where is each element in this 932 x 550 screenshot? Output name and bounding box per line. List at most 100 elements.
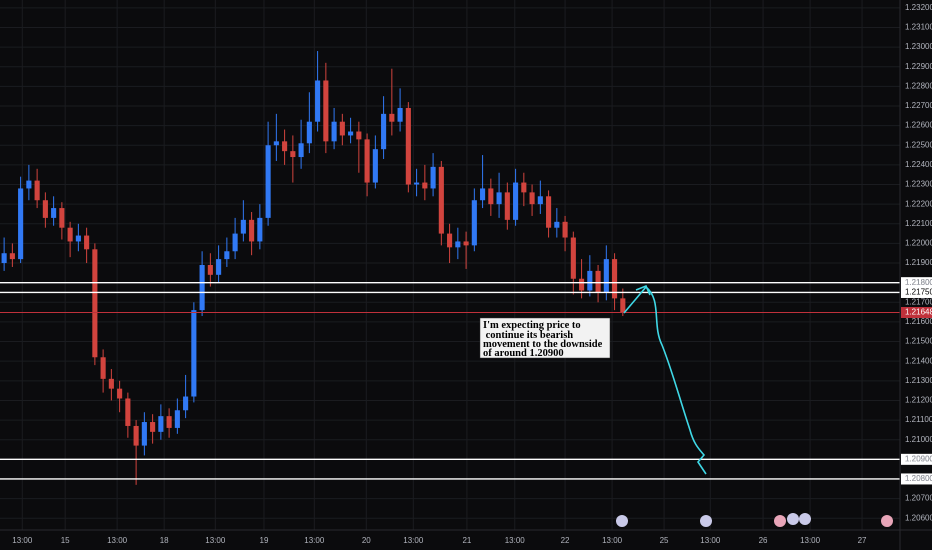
annotation-line: of around 1.20900: [483, 348, 564, 359]
level-label: 1.20800: [905, 474, 932, 483]
candle-body: [216, 259, 222, 275]
candle-body: [92, 249, 98, 358]
candle-body: [298, 143, 304, 158]
y-tick-label: 1.23200: [905, 3, 932, 12]
candle-body: [537, 196, 543, 205]
y-tick-label: 1.21900: [905, 258, 932, 267]
x-tick-label: 27: [858, 536, 867, 545]
candle-body: [240, 219, 246, 234]
candle-body: [364, 139, 370, 183]
level-label: 1.21750: [905, 288, 932, 297]
x-tick-label: 13:00: [304, 536, 325, 545]
annotation-box: [479, 317, 611, 359]
candle-body: [422, 182, 428, 189]
candle-body: [282, 141, 288, 152]
candle-body: [438, 166, 444, 234]
annotation: I'm expecting price to continue its bear…: [479, 317, 611, 359]
y-tick-label: 1.23000: [905, 42, 932, 51]
x-tick-label: 13:00: [800, 536, 821, 545]
candle-body: [430, 166, 436, 189]
level-label-box: [901, 473, 932, 485]
candle-body: [587, 270, 593, 291]
x-tick-label: 13:00: [700, 536, 721, 545]
candle-body: [521, 182, 527, 193]
y-tick-label: 1.20700: [905, 494, 932, 503]
candle-body: [546, 196, 552, 228]
candle-body: [447, 233, 453, 248]
candle-body: [323, 80, 329, 142]
y-tick-label: 1.21400: [905, 356, 932, 365]
candle-body: [463, 241, 469, 246]
candle-body: [397, 107, 403, 122]
y-tick-label: 1.22500: [905, 140, 932, 149]
candle-body: [315, 80, 321, 122]
x-tick-label: 18: [160, 536, 169, 545]
y-tick-label: 1.22000: [905, 239, 932, 248]
candle-body: [207, 265, 213, 275]
current-price-label: 1.21648: [905, 308, 932, 317]
candle-body: [183, 396, 189, 411]
y-tick-label: 1.20900: [905, 454, 932, 463]
candle-body: [191, 310, 197, 397]
candle-body: [562, 221, 568, 238]
candle-body: [42, 200, 48, 218]
candle-body: [249, 219, 255, 242]
event-icon: [799, 513, 811, 525]
event-icon: [700, 515, 712, 527]
x-tick-label: 25: [660, 536, 669, 545]
candle-body: [265, 145, 271, 218]
candle-body: [100, 357, 106, 379]
candle-body: [620, 298, 626, 313]
candle-body: [18, 188, 24, 260]
candle-body: [372, 149, 378, 183]
event-icons: [616, 513, 893, 527]
y-tick-label: 1.22700: [905, 101, 932, 110]
candle-body: [125, 398, 131, 426]
annotation-line: continue its bearish: [483, 330, 573, 341]
candle-body: [488, 188, 494, 205]
candle-body: [603, 259, 609, 293]
candle-body: [381, 113, 387, 150]
x-tick-label: 19: [260, 536, 269, 545]
candle-body: [414, 182, 420, 185]
level-label-box: [901, 453, 932, 465]
candle-body: [389, 113, 395, 122]
x-tick-label: 13:00: [505, 536, 526, 545]
y-tick-label: 1.22800: [905, 81, 932, 90]
candle-body: [579, 278, 585, 291]
x-tick-label: 15: [61, 536, 70, 545]
candle-body: [133, 425, 139, 446]
y-tick-label: 1.22200: [905, 199, 932, 208]
y-tick-label: 1.22900: [905, 62, 932, 71]
event-icon: [881, 515, 893, 527]
current-price-box: [901, 307, 932, 319]
annotation-line: I'm expecting price to: [483, 320, 581, 331]
candles: [1, 51, 626, 485]
candle-body: [480, 188, 486, 201]
candle-body: [59, 208, 65, 228]
candle-body: [84, 235, 90, 250]
x-tick-label: 20: [362, 536, 371, 545]
candle-body: [174, 410, 180, 428]
candle-body: [496, 192, 502, 205]
candle-body: [595, 270, 601, 293]
y-tick-label: 1.22300: [905, 180, 932, 189]
candle-body: [513, 182, 519, 220]
candle-body: [51, 208, 57, 218]
level-label: 1.20900: [905, 454, 932, 463]
x-tick-label: 13:00: [107, 536, 128, 545]
event-icon: [616, 515, 628, 527]
candle-body: [34, 180, 40, 201]
candle-body: [554, 221, 560, 228]
y-tick-label: 1.22100: [905, 219, 932, 228]
candle-body: [306, 121, 312, 144]
x-tick-label: 21: [462, 536, 471, 545]
candle-body: [232, 233, 238, 252]
candle-body: [612, 259, 618, 299]
candle-body: [471, 200, 477, 246]
